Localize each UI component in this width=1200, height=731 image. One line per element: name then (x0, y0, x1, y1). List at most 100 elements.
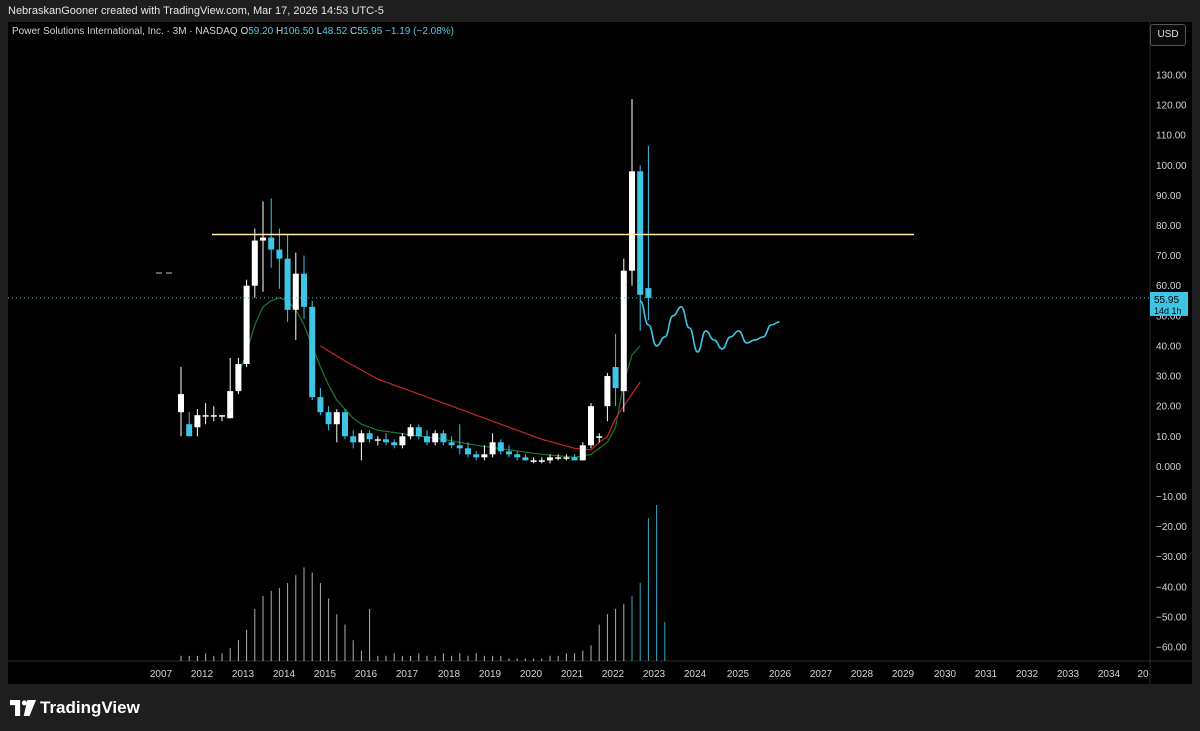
x-tick-label: 2033 (1057, 669, 1080, 680)
footer-bar (0, 684, 1200, 731)
tradingview-logo[interactable]: TradingView (10, 696, 140, 720)
close-value: 55.95 (357, 26, 383, 37)
high-label: H (276, 26, 284, 37)
candle-body (473, 454, 480, 458)
x-tick-label: 2012 (191, 669, 214, 680)
candle-body (497, 442, 504, 452)
attribution-text: NebraskanGooner created with TradingView… (8, 5, 384, 17)
candle-body (571, 457, 578, 461)
y-tick-label: 10.00 (1156, 432, 1181, 443)
y-tick-label: 120.00 (1156, 101, 1187, 112)
symbol-legend: Power Solutions International, Inc. · 3M… (12, 26, 454, 37)
x-tick-label: 2018 (438, 669, 461, 680)
candle-body (186, 424, 193, 437)
candle-body (415, 427, 422, 437)
x-tick-label: 2026 (769, 669, 792, 680)
candle-body (620, 270, 627, 392)
candle-body (563, 457, 570, 459)
x-tick-label: 2020 (520, 669, 543, 680)
candle-body (522, 457, 529, 461)
y-tick-label: 40.00 (1156, 341, 1181, 352)
candle-body (358, 433, 365, 443)
symbol-info: Power Solutions International, Inc. · 3M… (12, 26, 238, 37)
open-label: O (240, 26, 249, 37)
y-tick-label: −60.00 (1156, 643, 1187, 654)
close-label: C (350, 26, 358, 37)
candle-body (596, 436, 603, 438)
y-tick-label: 100.00 (1156, 161, 1187, 172)
high-value: 106.50 (283, 26, 314, 37)
candle-body (342, 412, 348, 437)
candle-body (227, 391, 234, 419)
y-tick-label: 130.00 (1156, 71, 1187, 82)
candle-body (440, 433, 447, 443)
candle-body (210, 415, 217, 417)
candle-body (407, 427, 414, 437)
candle-body (284, 258, 291, 310)
candle-body (235, 364, 242, 392)
candle-body (317, 397, 324, 413)
candle-body (612, 367, 619, 389)
currency-button[interactable]: USD (1150, 24, 1186, 46)
candle-body (366, 433, 373, 440)
x-tick-label: 2025 (727, 669, 750, 680)
candle-body (374, 439, 381, 441)
x-tick-label: 2016 (355, 669, 378, 680)
x-tick-label: 2013 (232, 669, 255, 680)
candle-body (178, 394, 184, 413)
price-tag-countdown: 14d 1h (1154, 306, 1182, 316)
candle-body (448, 442, 455, 446)
projection-curve (639, 299, 780, 353)
candle-body (325, 412, 332, 425)
y-tick-label: 0.000 (1156, 462, 1181, 473)
candle-body (456, 445, 463, 449)
y-tick-label: 30.00 (1156, 372, 1181, 383)
candle-body (260, 237, 266, 241)
x-tick-label: 2017 (396, 669, 419, 680)
candle-body (333, 412, 340, 425)
candle-body (243, 285, 250, 365)
x-tick-label: 2024 (684, 669, 707, 680)
candle-body (645, 288, 652, 298)
candle-body (432, 433, 439, 443)
candle-body (481, 454, 488, 458)
candle-body (383, 439, 389, 443)
y-tick-label: 90.00 (1156, 191, 1181, 202)
y-tick-label: 110.00 (1156, 131, 1186, 142)
candle-body (555, 457, 562, 459)
price-tag-box (1150, 291, 1188, 316)
candle-body (309, 306, 316, 398)
candle-body (268, 237, 275, 250)
candle-body (350, 436, 357, 443)
candle-body (301, 273, 307, 307)
x-tick-label: 2032 (1016, 669, 1039, 680)
candle-body (530, 460, 537, 462)
candle-body (391, 442, 398, 446)
y-tick-label: −50.00 (1156, 612, 1187, 623)
x-tick-label: 2031 (975, 669, 998, 680)
x-tick-label: 2015 (314, 669, 337, 680)
x-tick-label: 2029 (892, 669, 915, 680)
chart-panel[interactable] (8, 22, 1192, 684)
x-tick-label: 2007 (150, 669, 173, 680)
x-tick-label: 2022 (602, 669, 625, 680)
y-tick-label: 20.00 (1156, 402, 1181, 413)
ma-short-line (237, 297, 641, 458)
x-tick-label: 2014 (273, 669, 296, 680)
change-value: −1.19 (−2.08%) (385, 26, 454, 37)
candle-body (399, 436, 406, 446)
candle-body (194, 415, 201, 428)
open-value: 59.20 (248, 26, 274, 37)
candle-body (276, 249, 283, 259)
candle-body (547, 457, 553, 461)
candle-body (538, 460, 545, 462)
y-tick-label: 50.00 (1156, 311, 1181, 322)
y-tick-label: 60.00 (1156, 281, 1181, 292)
tradingview-logo-text: TradingView (40, 698, 140, 717)
low-label: L (316, 26, 323, 37)
ma-long-line (320, 345, 641, 451)
y-tick-label: −30.00 (1156, 552, 1187, 563)
candle-body (514, 454, 521, 458)
tradingview-logo-icon (10, 700, 36, 716)
